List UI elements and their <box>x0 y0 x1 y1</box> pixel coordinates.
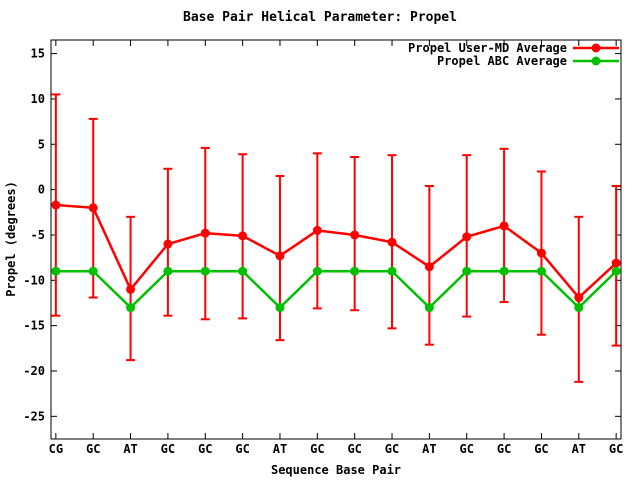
data-point-marker <box>200 228 210 238</box>
x-tick-label: AT <box>273 442 287 456</box>
data-point-marker <box>126 303 136 313</box>
data-point-marker <box>611 258 621 268</box>
x-axis-label: Sequence Base Pair <box>271 463 401 477</box>
y-tick-label: -20 <box>23 364 45 378</box>
x-tick-label: AT <box>123 442 137 456</box>
y-tick-label: 0 <box>38 183 45 197</box>
data-point-marker <box>462 232 472 242</box>
legend-sample-marker <box>591 43 601 53</box>
data-point-marker <box>574 303 584 313</box>
y-tick-label: -5 <box>31 228 45 242</box>
data-point-marker <box>499 266 509 276</box>
x-tick-label: AT <box>572 442 586 456</box>
data-point-marker <box>312 266 322 276</box>
data-point-marker <box>163 266 173 276</box>
y-tick-label: -10 <box>23 273 45 287</box>
data-point-marker <box>238 266 248 276</box>
y-tick-label: -15 <box>23 319 45 333</box>
data-point-marker <box>238 231 248 241</box>
x-tick-label: GC <box>310 442 324 456</box>
legend-sample-marker <box>591 56 601 66</box>
x-tick-label: GC <box>86 442 100 456</box>
y-tick-label: 5 <box>38 137 45 151</box>
data-point-marker <box>424 262 434 272</box>
data-point-marker <box>88 203 98 213</box>
x-tick-label: AT <box>422 442 436 456</box>
axes-layer: 15 10 5 0 -5 -10 -15 -20 -25 CG GC AT GC GC GC AT GC GC GC… <box>23 39 623 456</box>
data-point-marker <box>536 266 546 276</box>
data-point-marker <box>611 266 621 276</box>
data-point-marker <box>275 303 285 313</box>
x-tick-label: GC <box>497 442 511 456</box>
data-point-marker <box>499 221 509 231</box>
data-point-marker <box>462 266 472 276</box>
x-tick-label: GC <box>161 442 175 456</box>
data-point-marker <box>51 266 61 276</box>
x-tick-label: GC <box>347 442 361 456</box>
data-point-marker <box>387 237 397 247</box>
data-point-marker <box>350 266 360 276</box>
data-point-marker <box>163 239 173 249</box>
x-tick-label: GC <box>609 442 623 456</box>
x-tick-label: GC <box>534 442 548 456</box>
data-point-marker <box>275 251 285 261</box>
x-tick-label: GC <box>235 442 249 456</box>
y-tick-label: 10 <box>31 92 45 106</box>
x-tick-label: GC <box>198 442 212 456</box>
legend-label-user-md: Propel User-MD Average <box>408 41 567 55</box>
data-point-marker <box>88 266 98 276</box>
legend-label-abc: Propel ABC Average <box>437 54 567 68</box>
data-point-marker <box>387 266 397 276</box>
data-point-marker <box>312 225 322 235</box>
data-point-marker <box>51 200 61 210</box>
data-point-marker <box>536 248 546 258</box>
x-tick-label: GC <box>385 442 399 456</box>
series-line <box>55 269 618 310</box>
y-axis-label: Propel (degrees) <box>4 181 18 297</box>
data-point-marker <box>126 284 136 294</box>
data-point-marker <box>350 230 360 240</box>
x-tick-label: GC <box>460 442 474 456</box>
plot-border <box>50 39 622 440</box>
y-tick-label: 15 <box>31 47 45 61</box>
x-tick-label: CG <box>49 442 63 456</box>
legend-samples-layer <box>573 43 619 66</box>
data-point-marker <box>574 293 584 303</box>
series-layer <box>51 93 621 383</box>
y-tick-label: -25 <box>23 409 45 423</box>
data-point-marker <box>200 266 210 276</box>
chart-title: Base Pair Helical Parameter: Propel <box>183 10 457 25</box>
data-point-marker <box>424 303 434 313</box>
series-line <box>55 203 617 300</box>
